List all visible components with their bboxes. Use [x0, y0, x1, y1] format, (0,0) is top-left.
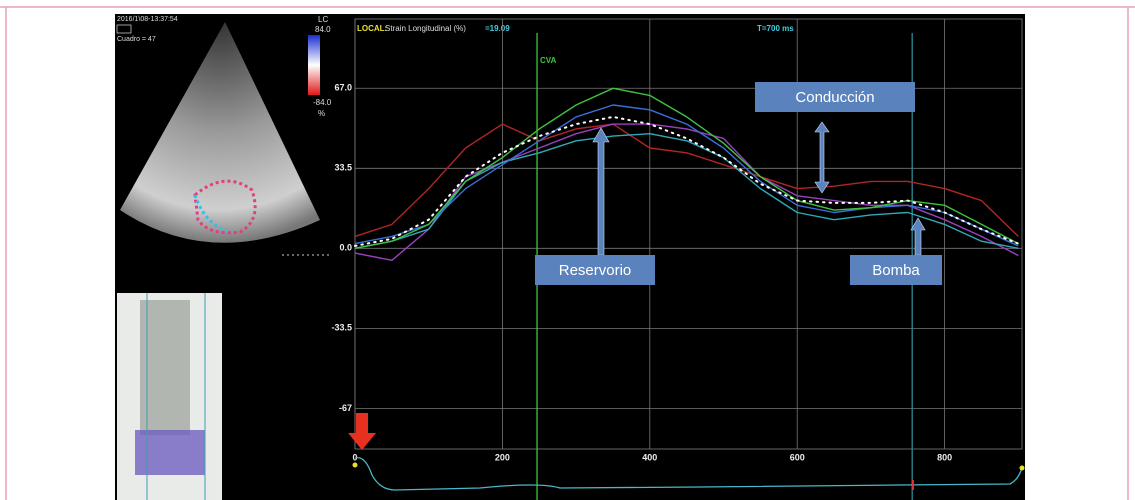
annotation-text: Conducción	[795, 89, 874, 106]
x-tick-label: 600	[790, 452, 805, 462]
header-measure: Strain Longitudinal (%)	[385, 24, 466, 33]
marker-label: CVA	[540, 56, 557, 65]
header-time: T=700 ms	[757, 24, 794, 33]
colorbar	[308, 35, 320, 95]
colorbar-unit: %	[318, 109, 325, 118]
mmode-color	[135, 430, 205, 475]
y-tick-label: -67	[339, 403, 352, 413]
x-tick-label: 800	[937, 452, 952, 462]
colorbar-max: 84.0	[315, 25, 331, 34]
x-tick-label: 400	[642, 452, 657, 462]
header-reading: =19.09	[485, 24, 510, 33]
y-tick-label: 33.5	[334, 163, 352, 173]
screenshot: 2016/1\08-13:37:54 Cuadro = 47 LC 84.0 -…	[0, 0, 1135, 500]
y-tick-label: -33.5	[331, 323, 352, 333]
colorbar-min: -84.0	[313, 98, 332, 107]
y-tick-label: 67.0	[334, 83, 352, 93]
trace-end	[1020, 466, 1025, 471]
x-tick-label: 200	[495, 452, 510, 462]
echo-frame: Cuadro = 47	[117, 36, 156, 43]
annotation-text: Bomba	[872, 262, 920, 279]
header-mode: LOCAL:	[357, 24, 387, 33]
echo-timestamp: 2016/1\08-13:37:54	[117, 16, 178, 23]
colorbar-name: LC	[318, 15, 328, 24]
trace-start	[353, 463, 358, 468]
annotation-text: Reservorio	[559, 262, 632, 279]
y-tick-label: 0.0	[339, 243, 352, 253]
